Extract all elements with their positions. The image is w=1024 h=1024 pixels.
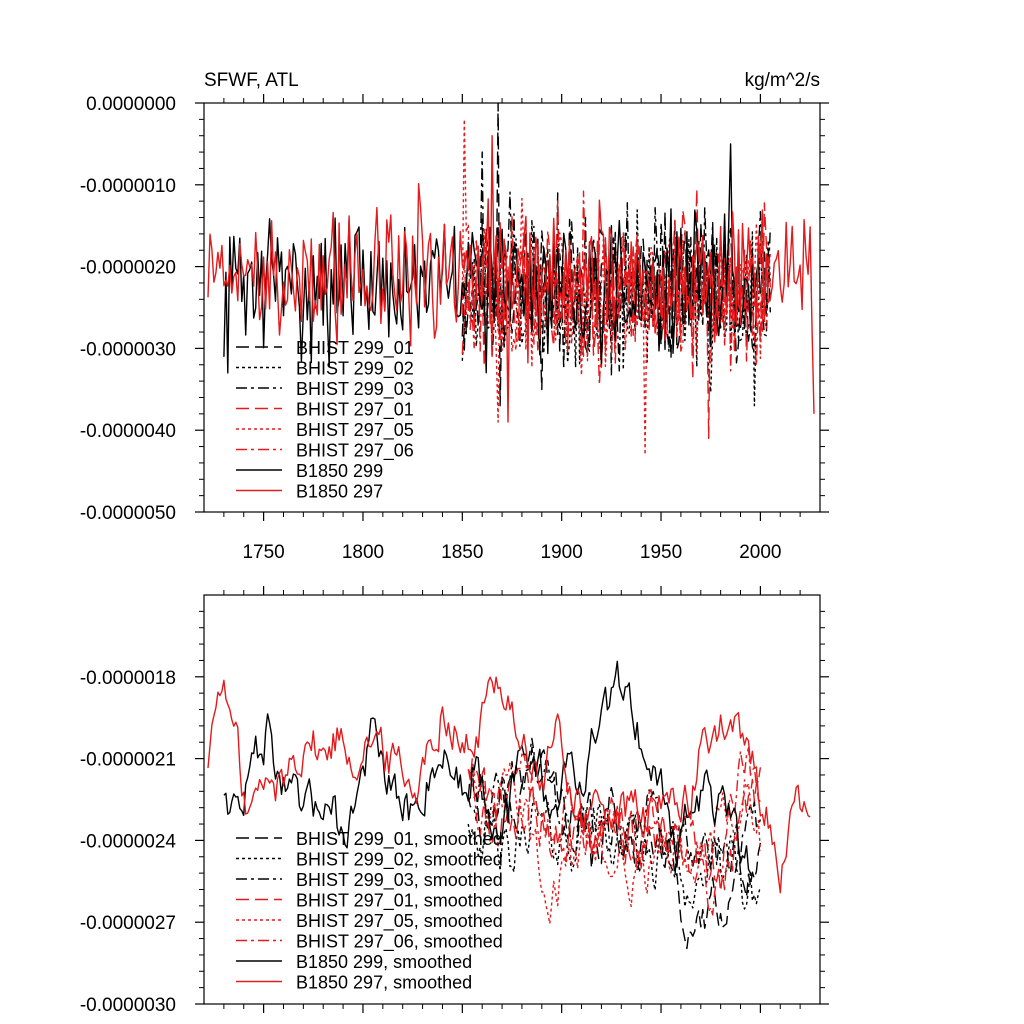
bottom-y-tick-label: -0.0000024 [80,831,177,852]
top-chart-panel: SFWF, ATL kg/m^2/s 1750 1800 1850 1900 1950 2… [80,70,829,563]
bottom-chart-ticks: -0.0000018 -0.0000021 -0.0000024 -0.0000027… [80,586,829,1016]
top-x-tick-label: 1750 [242,542,284,563]
top-legend-label-4: BHIST 297_01 [296,400,414,421]
top-x-tick-label: 2000 [739,542,781,563]
bottom-legend-label-4: BHIST 297_01, smoothed [296,891,503,912]
top-y-tick-label: -0.0000050 [80,503,176,524]
bottom-series-line-2 [467,797,762,910]
bottom-legend-label-3: BHIST 299_03, smoothed [296,870,503,891]
top-y-tick-label: -0.0000010 [80,176,176,197]
top-y-tick-label: 0.0000000 [86,94,176,115]
top-chart-ticks: 1750 1800 1850 1900 1950 2000 0.0000000 -0.0000… [80,94,829,563]
top-legend-label-2: BHIST 299_02 [296,359,414,380]
bottom-y-tick-label: -0.0000030 [80,995,176,1016]
bottom-legend-label-5: BHIST 297_05, smoothed [296,911,503,932]
top-x-tick-label: 1950 [640,542,682,563]
top-series-line-3 [461,151,771,376]
top-x-tick-label: 1800 [342,542,384,563]
top-y-tick-label: -0.0000020 [80,258,176,279]
top-series-line-8 [207,135,815,423]
bottom-legend-label-6: BHIST 297_06, smoothed [296,932,503,953]
bottom-y-tick-label: -0.0000021 [80,750,176,771]
top-y-tick-label: -0.0000030 [80,339,176,360]
bottom-chart-panel: -0.0000018 -0.0000021 -0.0000024 -0.0000027… [80,586,829,1016]
top-series-line-7 [223,143,762,374]
top-legend-label-5: BHIST 297_05 [296,420,414,441]
top-legend-label-7: B1850 299 [296,461,383,481]
top-legend-label-1: BHIST 299_01 [296,338,414,359]
top-legend-label-3: BHIST 299_03 [296,379,414,400]
top-chart-frame [203,102,821,513]
top-x-tick-label: 1900 [541,542,583,563]
bottom-legend-label-7: B1850 299, smoothed [296,952,472,972]
top-legend-label-6: BHIST 297_06 [296,441,414,462]
bottom-legend-label-1: BHIST 299_01, smoothed [296,829,503,850]
bottom-chart-frame [203,594,821,1005]
bottom-chart-series-group [207,660,811,950]
top-x-tick-label: 1850 [441,542,483,563]
bottom-legend-label-2: BHIST 299_02, smoothed [296,850,503,871]
bottom-series-line-5 [467,761,762,925]
top-chart-series-group [207,103,815,456]
bottom-y-tick-label: -0.0000018 [80,668,176,689]
bottom-legend-label-8: B1850 297, smoothed [296,973,472,993]
bottom-series-line-6 [467,747,762,916]
top-y-tick-label: -0.0000040 [80,421,176,442]
top-legend-label-8: B1850 297 [296,482,383,502]
top-chart-title: SFWF, ATL [204,70,299,91]
bottom-series-line-8 [207,676,811,894]
bottom-series-line-7 [223,660,752,874]
bottom-y-tick-label: -0.0000027 [80,913,176,934]
top-chart-units: kg/m^2/s [745,70,820,91]
